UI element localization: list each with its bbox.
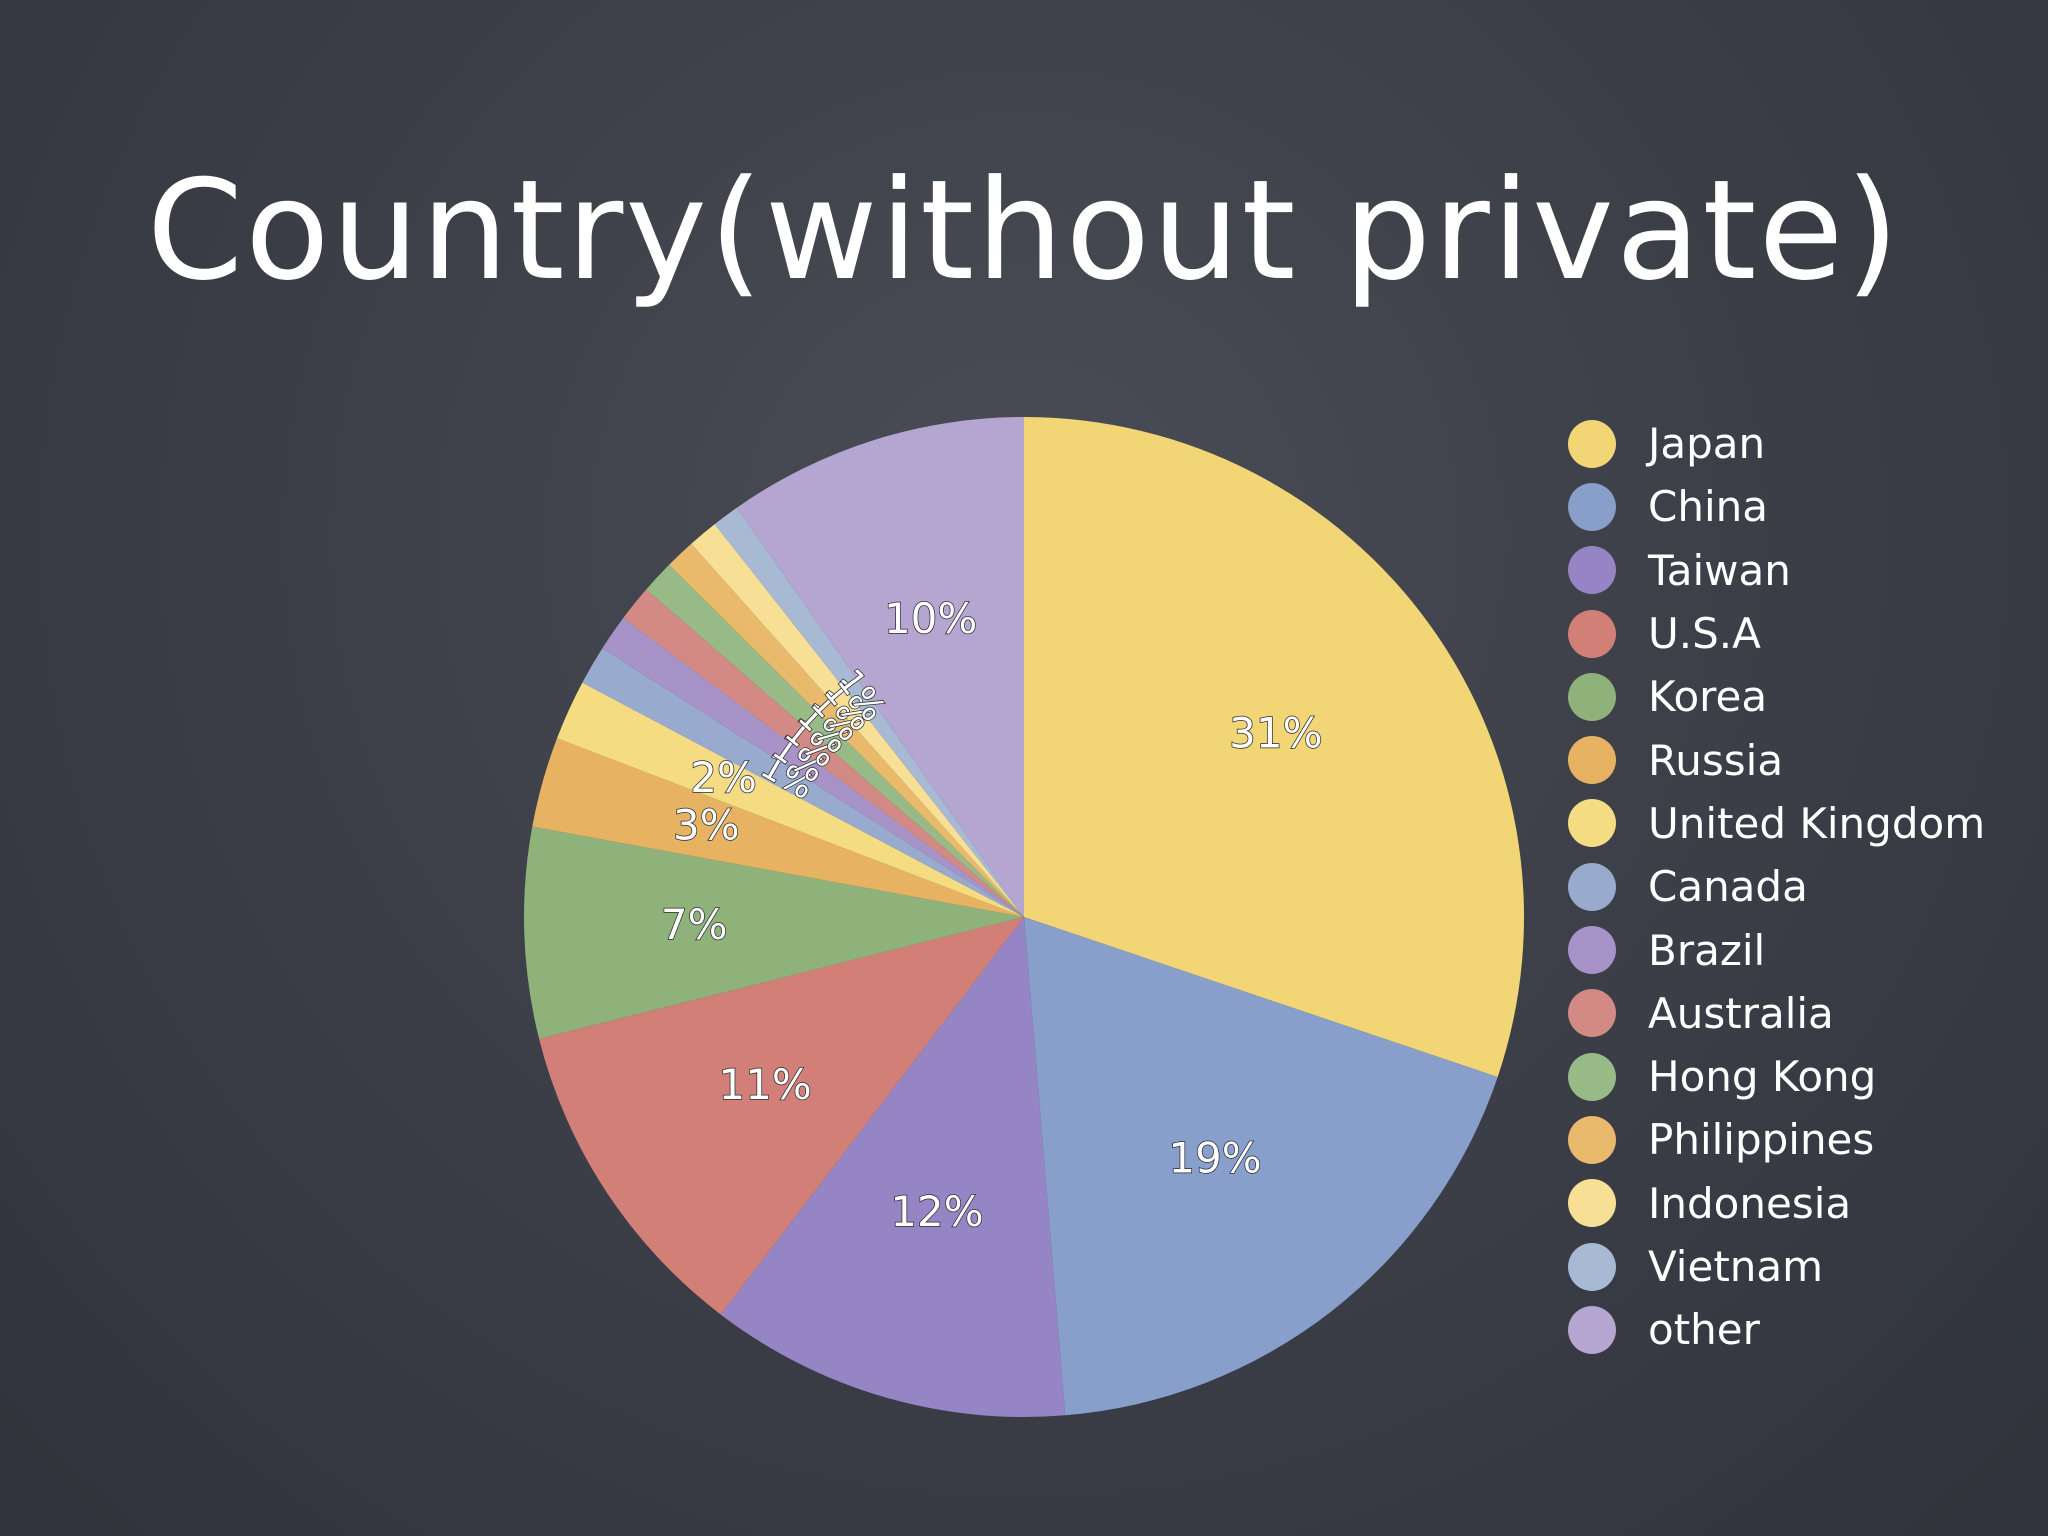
legend-swatch	[1568, 482, 1616, 531]
legend-swatch	[1568, 1115, 1616, 1164]
pie-slice-australia	[623, 589, 1024, 917]
pie-slice-other	[736, 417, 1024, 917]
pie-label-united-kingdom: 2%	[690, 753, 757, 802]
legend: Japan China Taiwan U.S.A Korea Russia United K…	[1568, 412, 1985, 1361]
pie-label-japan: 31%	[1229, 709, 1322, 758]
legend-swatch	[1568, 989, 1616, 1038]
pie-slice-indonesia	[691, 524, 1024, 917]
legend-label: Japan	[1648, 419, 1766, 469]
pie-slice-hong-kong	[646, 564, 1024, 917]
legend-item-china: China	[1568, 475, 1985, 538]
pie-slice-philippines	[669, 543, 1024, 917]
legend-label: Australia	[1648, 988, 1834, 1038]
legend-swatch	[1568, 1179, 1616, 1228]
pie-slice-vietnam	[714, 507, 1024, 917]
legend-label: China	[1648, 482, 1768, 532]
legend-label: Taiwan	[1648, 545, 1791, 595]
legend-item-vietnam: Vietnam	[1568, 1235, 1985, 1298]
pie-label-taiwan: 12%	[890, 1187, 983, 1236]
legend-label: Philippines	[1648, 1115, 1875, 1165]
legend-label: Canada	[1648, 862, 1808, 912]
legend-item-canada: Canada	[1568, 855, 1985, 918]
legend-label: Indonesia	[1648, 1178, 1852, 1228]
legend-item-korea: Korea	[1568, 665, 1985, 728]
pie-slice-united-kingdom	[557, 682, 1024, 917]
pie-slice-taiwan	[720, 917, 1066, 1418]
pie-slices	[524, 417, 1524, 1418]
pie-slice-japan	[1024, 417, 1524, 1078]
legend-item-philippines: Philippines	[1568, 1108, 1985, 1171]
legend-label: Russia	[1648, 735, 1784, 785]
legend-item-hong-kong: Hong Kong	[1568, 1045, 1985, 1108]
pie-label-other: 10%	[884, 594, 977, 643]
legend-item-brazil: Brazil	[1568, 918, 1985, 981]
pie-slice-korea	[524, 826, 1024, 1039]
legend-swatch	[1568, 609, 1616, 658]
legend-swatch	[1568, 1052, 1616, 1101]
pie-slice-u-s-a	[539, 917, 1024, 1315]
legend-item-russia: Russia	[1568, 728, 1985, 791]
pie-slice-canada	[582, 648, 1024, 917]
legend-label: U.S.A	[1648, 609, 1761, 659]
pie-label-korea: 7%	[661, 900, 728, 949]
legend-label: United Kingdom	[1648, 798, 1986, 848]
legend-label: Brazil	[1648, 925, 1766, 975]
legend-item-other: other	[1568, 1298, 1985, 1361]
legend-item-australia: Australia	[1568, 982, 1985, 1045]
pie-label-china: 19%	[1168, 1134, 1261, 1183]
legend-swatch	[1568, 419, 1616, 468]
legend-label: Korea	[1648, 672, 1768, 722]
legend-swatch	[1568, 672, 1616, 721]
legend-swatch	[1568, 1242, 1616, 1291]
legend-swatch	[1568, 736, 1616, 785]
legend-item-japan: Japan	[1568, 412, 1985, 475]
pie-label-u-s-a: 11%	[718, 1060, 811, 1109]
legend-swatch	[1568, 1305, 1616, 1354]
legend-item-taiwan: Taiwan	[1568, 539, 1985, 602]
legend-label: Hong Kong	[1648, 1052, 1877, 1102]
legend-swatch	[1568, 799, 1616, 848]
legend-item-united-kingdom: United Kingdom	[1568, 792, 1985, 855]
pie-slice-russia	[532, 738, 1024, 917]
pie-slice-brazil	[602, 618, 1024, 917]
legend-swatch	[1568, 862, 1616, 911]
pie-label-russia: 3%	[673, 800, 740, 849]
legend-label: Vietnam	[1648, 1242, 1824, 1291]
pie-slice-china	[1024, 917, 1498, 1416]
legend-swatch	[1568, 546, 1616, 595]
chart-title: Country(without private)	[146, 150, 1902, 311]
legend-swatch	[1568, 926, 1616, 975]
legend-item-indonesia: Indonesia	[1568, 1172, 1985, 1235]
legend-label: other	[1648, 1305, 1760, 1355]
legend-item-u-s-a: U.S.A	[1568, 602, 1985, 665]
